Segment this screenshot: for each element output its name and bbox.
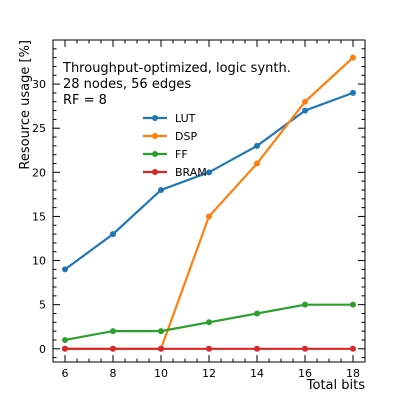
data-point-ff xyxy=(110,328,116,335)
legend-label-bram: BRAM xyxy=(175,166,207,179)
y-tick-label: 0 xyxy=(39,343,46,356)
legend-item-lut: LUT xyxy=(143,112,196,125)
data-point-ff xyxy=(254,310,260,317)
data-point-ff xyxy=(158,328,164,335)
data-point-dsp xyxy=(302,98,308,105)
series-layer xyxy=(62,54,356,352)
data-point-bram xyxy=(206,345,212,352)
x-tick-label: 8 xyxy=(110,367,117,380)
data-point-bram xyxy=(110,345,116,352)
x-tick-label: 16 xyxy=(298,367,312,380)
legend-marker-ff xyxy=(152,151,158,157)
ticks: 6 8 10 12 14 16 18 0 5 10 15 20 25 30 xyxy=(32,40,365,380)
data-point-bram xyxy=(158,345,164,352)
data-point-bram xyxy=(62,345,68,352)
legend-item-bram: BRAM xyxy=(143,166,207,179)
annotation-line-1: Throughput-optimized, logic synth. xyxy=(62,61,291,76)
data-point-lut xyxy=(302,107,308,114)
y-tick-label: 20 xyxy=(32,166,46,179)
annotation-line-3: RF = 8 xyxy=(63,93,107,108)
y-tick-label: 25 xyxy=(32,122,46,135)
annotation-line-2: 28 nodes, 56 edges xyxy=(63,77,191,92)
data-point-dsp xyxy=(350,54,356,61)
data-point-ff xyxy=(302,301,308,308)
x-tick-label: 12 xyxy=(202,367,216,380)
y-axis-label: Resource usage [%] xyxy=(18,40,33,170)
data-point-ff xyxy=(62,336,68,343)
x-tick-label: 18 xyxy=(346,367,360,380)
series-bram xyxy=(62,345,356,352)
y-tick-label: 30 xyxy=(32,78,46,91)
series-line-lut xyxy=(64,91,354,271)
x-tick-label: 10 xyxy=(154,367,168,380)
y-tick-label: 5 xyxy=(39,299,46,312)
data-point-bram xyxy=(302,345,308,352)
data-point-dsp xyxy=(254,160,260,167)
data-point-bram xyxy=(254,345,260,352)
data-point-lut xyxy=(158,186,164,193)
legend-label-ff: FF xyxy=(175,148,188,161)
data-point-ff xyxy=(350,301,356,308)
legend-marker-bram xyxy=(152,169,158,175)
legend-item-dsp: DSP xyxy=(143,130,197,143)
data-point-dsp xyxy=(206,213,212,220)
series-ff xyxy=(62,301,356,343)
legend-label-lut: LUT xyxy=(175,112,196,125)
data-point-lut xyxy=(206,169,212,176)
x-tick-label: 6 xyxy=(62,367,69,380)
data-point-lut xyxy=(62,266,68,273)
data-point-lut xyxy=(350,89,356,96)
data-point-ff xyxy=(206,319,212,326)
data-point-bram xyxy=(350,345,356,352)
data-point-lut xyxy=(110,231,116,238)
y-tick-label: 10 xyxy=(32,255,46,268)
legend-marker-lut xyxy=(152,115,158,121)
y-tick-label: 15 xyxy=(32,210,46,223)
legend-label-dsp: DSP xyxy=(175,130,197,143)
x-tick-label: 14 xyxy=(250,367,264,380)
x-axis-label: Total bits xyxy=(306,378,365,393)
legend-item-ff: FF xyxy=(143,148,188,161)
data-point-lut xyxy=(254,142,260,149)
legend: LUT DSP FF BRAM xyxy=(143,112,207,179)
series-lut xyxy=(62,89,356,273)
legend-marker-dsp xyxy=(152,133,158,139)
